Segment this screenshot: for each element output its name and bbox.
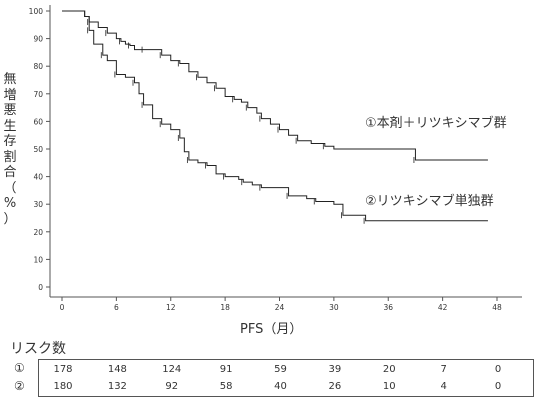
risk-cell: 4 bbox=[440, 381, 447, 392]
risk-table: 178 148 124 91 59 39 20 7 0 180 132 92 58 40 26 10 4 0 bbox=[38, 359, 534, 397]
x-tick-label: 42 bbox=[438, 303, 448, 312]
risk-cell: 10 bbox=[382, 381, 396, 392]
risk-table-title: リスク数 bbox=[10, 341, 66, 357]
km-curve-1 bbox=[62, 10, 488, 161]
y-tick-label: 20 bbox=[33, 228, 43, 237]
risk-cell: 148 bbox=[107, 364, 127, 375]
risk-cell: 178 bbox=[53, 364, 73, 375]
x-tick-label: 48 bbox=[492, 303, 502, 312]
risk-row-label-arm2: ② bbox=[14, 379, 25, 393]
y-tick-label: 60 bbox=[33, 117, 43, 126]
y-axis-ticks: 0 10 20 30 40 50 60 70 80 90 100 bbox=[29, 7, 50, 292]
y-tick-label: 40 bbox=[33, 173, 43, 182]
y-tick-label: 30 bbox=[33, 200, 43, 209]
y-axis-title: 無増悪生存割合（%） bbox=[3, 72, 17, 227]
annotation-control-arm: ②リツキシマブ単独群 bbox=[365, 193, 494, 209]
x-tick-label: 12 bbox=[166, 303, 176, 312]
x-tick-label: 6 bbox=[114, 303, 119, 312]
x-axis-title: PFS（月） bbox=[240, 322, 303, 337]
curve-annotations: ①本剤＋リツキシマブ群 ②リツキシマブ単独群 bbox=[365, 115, 507, 209]
risk-row-label-arm1: ① bbox=[14, 361, 25, 375]
x-tick-label: 36 bbox=[383, 303, 393, 312]
km-curve-2 bbox=[62, 10, 488, 222]
plot-axes bbox=[49, 5, 522, 298]
y-tick-label: 70 bbox=[33, 90, 43, 99]
risk-cell: 39 bbox=[328, 364, 342, 375]
y-tick-label: 80 bbox=[33, 62, 43, 71]
y-tick-label: 10 bbox=[33, 255, 43, 264]
risk-cell: 58 bbox=[219, 381, 233, 392]
risk-cell: 7 bbox=[440, 364, 447, 375]
risk-cell: 132 bbox=[107, 381, 127, 392]
x-tick-label: 24 bbox=[275, 303, 285, 312]
survival-curves bbox=[62, 10, 488, 224]
x-axis-ticks: 0 6 12 18 24 30 36 42 48 bbox=[60, 297, 502, 312]
risk-cell: 26 bbox=[328, 381, 342, 392]
risk-cell: 59 bbox=[274, 364, 287, 375]
x-tick-label: 0 bbox=[60, 303, 65, 312]
risk-cell: 91 bbox=[219, 364, 233, 375]
x-tick-label: 18 bbox=[220, 303, 230, 312]
y-tick-label: 90 bbox=[33, 35, 43, 44]
risk-cell: 0 bbox=[494, 381, 502, 392]
risk-cell: 180 bbox=[53, 381, 73, 392]
risk-cell: 40 bbox=[274, 381, 287, 392]
annotation-treatment-arm: ①本剤＋リツキシマブ群 bbox=[365, 115, 507, 131]
risk-cell: 20 bbox=[382, 364, 396, 375]
risk-cell: 92 bbox=[165, 381, 179, 392]
x-tick-label: 30 bbox=[329, 303, 339, 312]
risk-row-arm1: 178 148 124 91 59 39 20 7 0 bbox=[39, 362, 533, 380]
y-tick-label: 0 bbox=[38, 283, 43, 292]
risk-row-arm2: 180 132 92 58 40 26 10 4 0 bbox=[39, 379, 533, 397]
y-tick-label: 100 bbox=[29, 7, 44, 16]
risk-cell: 0 bbox=[494, 364, 502, 375]
risk-cell: 124 bbox=[162, 364, 182, 375]
y-tick-label: 50 bbox=[33, 145, 43, 154]
